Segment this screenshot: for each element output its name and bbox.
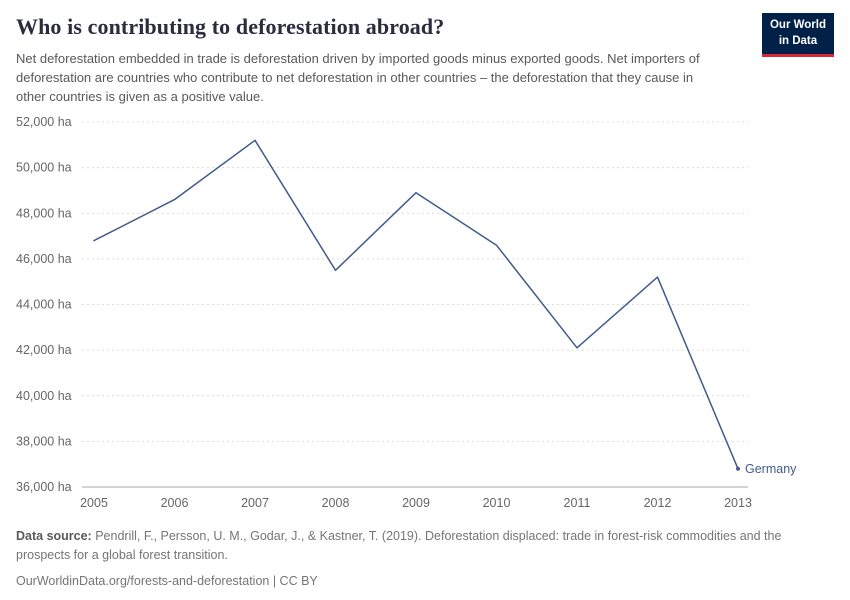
data-source-line: Data source: Pendrill, F., Persson, U. M… <box>16 527 828 565</box>
chart-area: 36,000 ha 38,000 ha 40,000 ha 42,000 ha 44,0… <box>0 108 850 525</box>
x-tick-label: 2013 <box>724 496 752 510</box>
owid-logo-line2: in Data <box>778 34 818 47</box>
chart-title: Who is contributing to deforestation abr… <box>16 14 445 39</box>
y-tick-label: 38,000 ha <box>16 435 72 449</box>
y-tick-label: 40,000 ha <box>16 389 72 403</box>
data-source-label: Data source: <box>16 529 92 544</box>
x-tick-label: 2007 <box>241 496 269 510</box>
y-tick-label: 36,000 ha <box>16 480 72 494</box>
y-tick-label: 44,000 ha <box>16 298 72 312</box>
y-tick-label: 42,000 ha <box>16 343 72 357</box>
owid-logo-line1: Our World <box>769 19 826 31</box>
x-tick-label: 2006 <box>161 496 189 510</box>
chart-header: Who is contributing to deforestation abr… <box>0 0 850 106</box>
series-line-germany <box>93 139 739 470</box>
series-endpoint-dot <box>736 467 740 472</box>
chart-footer: Data source: Pendrill, F., Persson, U. M… <box>0 525 844 590</box>
x-tick-label: 2010 <box>483 496 511 510</box>
footer-link-line: OurWorldinData.org/forests-and-deforesta… <box>16 573 318 588</box>
data-source-text: Pendrill, F., Persson, U. M., Godar, J.,… <box>16 529 782 563</box>
chart-subtitle: Net deforestation embedded in trade is d… <box>16 51 700 105</box>
y-tick-label: 50,000 ha <box>16 161 72 175</box>
owid-logo: Our World in Data <box>761 13 834 58</box>
y-tick-label: 52,000 ha <box>16 115 72 129</box>
x-tick-label: 2012 <box>644 496 672 510</box>
owid-logo-accent-bar <box>761 54 834 58</box>
x-tick-label: 2011 <box>564 496 591 510</box>
x-tick-label: 2005 <box>80 496 108 510</box>
y-tick-label: 46,000 ha <box>16 252 72 266</box>
line-chart: 36,000 ha 38,000 ha 40,000 ha 42,000 ha 44,0… <box>16 115 797 510</box>
series-end-label: Germany <box>745 462 797 476</box>
x-tick-label: 2009 <box>402 496 430 510</box>
y-tick-label: 48,000 ha <box>16 207 72 221</box>
x-tick-label: 2008 <box>322 496 350 510</box>
